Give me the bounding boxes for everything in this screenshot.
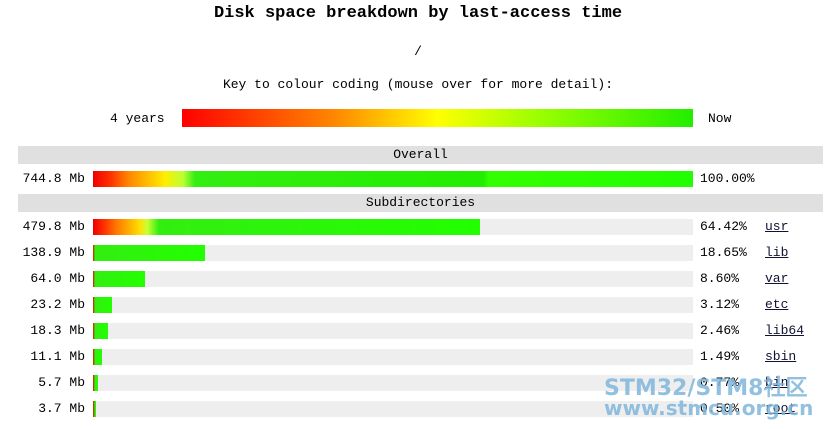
- key-text: Key to colour coding (mouse over for mor…: [222, 77, 614, 92]
- share-label: 64.42%: [700, 219, 747, 234]
- size: 11.1 Mb: [30, 349, 85, 364]
- watermark-2: www.stmcu.org.cn: [604, 396, 814, 420]
- bar-track: [93, 349, 693, 365]
- dir-link[interactable]: etc: [765, 297, 789, 312]
- bar: [93, 323, 108, 339]
- bar-track: [93, 401, 693, 417]
- share-label: 0.77%: [700, 375, 740, 390]
- bar-track: [93, 219, 693, 235]
- bar: [93, 297, 112, 313]
- size: 479.8 Mb: [22, 219, 85, 234]
- size: 3.7 Mb: [38, 401, 85, 416]
- size: 744.8 Mb: [22, 171, 85, 186]
- share-label: 100.00%: [700, 171, 755, 186]
- key-old: 4 years: [110, 111, 165, 126]
- bar-track: [93, 323, 693, 339]
- bar-track: [93, 297, 693, 313]
- share-label: 3.12%: [700, 297, 740, 312]
- watermark-1: STM32/STM8社区: [604, 376, 808, 401]
- title: Disk space breakdown by last-access time: [213, 4, 623, 23]
- bar: [93, 219, 480, 235]
- bar: [93, 349, 102, 365]
- bar: [93, 245, 205, 261]
- dir-link[interactable]: usr: [765, 219, 789, 234]
- dir-link[interactable]: sbin: [765, 349, 797, 364]
- size: 5.7 Mb: [38, 375, 85, 390]
- bar: [93, 401, 96, 417]
- bar-track: [93, 375, 693, 391]
- dir-link[interactable]: root: [765, 401, 797, 416]
- subdirs-heading: Subdirectories: [18, 194, 823, 212]
- bar: [93, 375, 98, 391]
- key-new: Now: [708, 111, 732, 126]
- key-gradient: [182, 109, 693, 127]
- size: 64.0 Mb: [30, 271, 85, 286]
- share-label: 8.60%: [700, 271, 740, 286]
- bar-track: [93, 271, 693, 287]
- size: 18.3 Mb: [30, 323, 85, 338]
- size: 23.2 Mb: [30, 297, 85, 312]
- share-label: 0.50%: [700, 401, 740, 416]
- share-label: 2.46%: [700, 323, 740, 338]
- path: /: [414, 44, 422, 59]
- bar: [93, 171, 693, 187]
- overall-heading: Overall: [18, 146, 823, 164]
- bar-track: [93, 245, 693, 261]
- share-label: 1.49%: [700, 349, 740, 364]
- dir-link[interactable]: lib: [765, 245, 789, 260]
- share-label: 18.65%: [700, 245, 747, 260]
- bar-track: [93, 171, 693, 187]
- bar: [93, 271, 145, 287]
- dir-link[interactable]: bin: [765, 375, 789, 390]
- size: 138.9 Mb: [22, 245, 85, 260]
- dir-link[interactable]: var: [765, 271, 789, 286]
- dir-link[interactable]: lib64: [765, 323, 805, 338]
